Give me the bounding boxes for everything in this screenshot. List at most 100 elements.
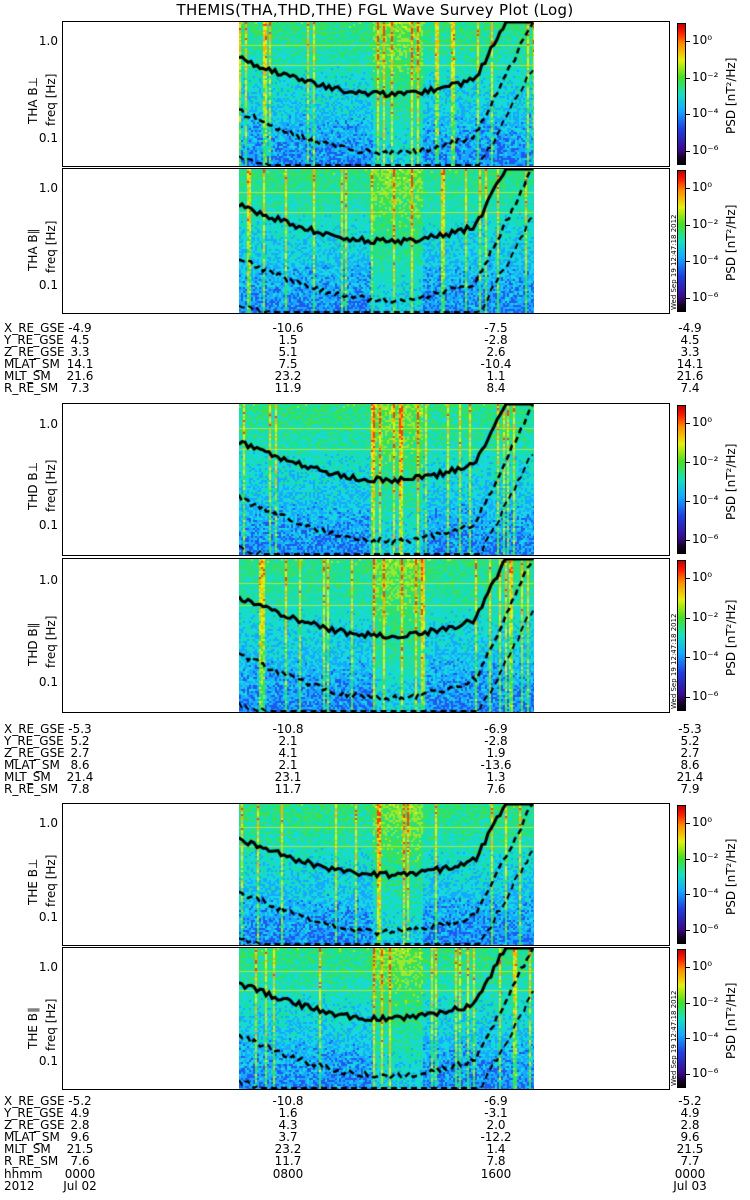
colorbar-tick-label: 10⁻⁶ bbox=[692, 689, 719, 703]
ytick-label: 0.1 bbox=[38, 278, 58, 292]
colorbar-tick bbox=[686, 657, 690, 659]
ephemeris-value: -2.8 bbox=[484, 333, 508, 347]
colorbar-tick-label: 10⁻² bbox=[692, 454, 719, 468]
ephemeris-column: -10.8 1.6 4.3 3.7 23.2 11.7 bbox=[248, 1095, 328, 1167]
ephemeris-value: 2.1 bbox=[278, 758, 298, 772]
ephemeris-value: 11.7 bbox=[274, 1154, 302, 1168]
ephemeris-column: -5.2 4.9 2.8 9.6 21.5 7.6 bbox=[40, 1095, 120, 1167]
ephemeris-name: R_RE_SM bbox=[4, 381, 59, 395]
colorbar-tick bbox=[686, 462, 690, 463]
ephemeris-value: 9.6 bbox=[70, 1130, 90, 1144]
ephemeris-value: 23.1 bbox=[274, 770, 302, 784]
colorbar-tick-label: 10⁻⁶ bbox=[692, 143, 719, 157]
ytick-label: 1.0 bbox=[38, 816, 58, 830]
ephemeris-name: MLAT_SM bbox=[4, 1130, 60, 1144]
colorbar-tick-label: 10⁰ bbox=[692, 815, 713, 829]
colorbar-tick bbox=[686, 188, 690, 189]
ephemeris-name: MLAT_SM bbox=[4, 357, 60, 371]
ephemeris-value: 7.8 bbox=[486, 1154, 506, 1168]
time-tick-label: Jul 02 bbox=[63, 1179, 97, 1193]
ephemeris-value: 4.9 bbox=[680, 1106, 700, 1120]
ephemeris-value: -13.6 bbox=[480, 758, 512, 772]
ephemeris-value: -10.8 bbox=[272, 1094, 304, 1108]
ephemeris-value: -2.8 bbox=[484, 734, 508, 748]
freq-axis-label: freq [Hz] bbox=[44, 615, 58, 668]
colorbar-tick bbox=[686, 224, 690, 226]
colorbar-title: PSD [nT²/Hz] bbox=[724, 204, 738, 281]
ephemeris-value: 11.9 bbox=[274, 381, 302, 395]
colorbar-tick-label: 10⁰ bbox=[692, 415, 713, 429]
colorbar-tick-label: 10⁰ bbox=[692, 33, 713, 47]
ephemeris-value: -6.9 bbox=[484, 1094, 508, 1108]
ephemeris-column: -10.6 1.5 5.1 7.5 23.2 11.9 bbox=[248, 322, 328, 394]
ephemeris-value: 4.9 bbox=[70, 1106, 90, 1120]
ephemeris-name: R_RE_SM bbox=[4, 782, 59, 796]
time-tick-label: 0000 bbox=[674, 1167, 706, 1181]
ephemeris-value: 21.6 bbox=[676, 369, 704, 383]
ephemeris-value: 7.8 bbox=[70, 782, 90, 796]
colorbar-tick-label: 10⁻⁶ bbox=[692, 532, 719, 546]
ephemeris-value: 1.3 bbox=[486, 770, 506, 784]
ephemeris-value: 7.5 bbox=[278, 357, 298, 371]
colorbar-tick-label: 10⁰ bbox=[692, 570, 713, 584]
ephemeris-name: MLT_SM bbox=[4, 770, 51, 784]
ephemeris-value: 1.5 bbox=[278, 333, 298, 347]
spectrogram-image bbox=[239, 169, 534, 313]
ytick-label: 0.1 bbox=[38, 518, 58, 532]
colorbar bbox=[677, 170, 686, 312]
colorbar-tick-label: 10⁻² bbox=[692, 850, 719, 865]
ephemeris-value: 1.1 bbox=[486, 369, 506, 383]
colorbar-tick-label: 10⁻⁶ bbox=[692, 922, 719, 936]
colorbar bbox=[677, 805, 686, 944]
colorbar-tick-label: 10⁻⁶ bbox=[692, 1066, 719, 1080]
ephemeris-value: 14.1 bbox=[676, 357, 704, 371]
colorbar-tick bbox=[686, 697, 690, 698]
ephemeris-name: Z_RE_GSE bbox=[4, 1118, 65, 1132]
spectrogram-panel bbox=[62, 803, 670, 946]
ephemeris-value: 3.3 bbox=[70, 345, 90, 359]
freq-axis-label: freq [Hz] bbox=[44, 998, 58, 1051]
ephemeris-value: 2.1 bbox=[278, 734, 298, 748]
ephemeris-value: 7.3 bbox=[70, 381, 90, 395]
time-tick-label: Jul 03 bbox=[673, 1179, 707, 1193]
ephemeris-column: -4.9 4.5 3.3 14.1 21.6 7.4 bbox=[650, 322, 730, 394]
colorbar-tick-label: 10⁻⁴ bbox=[692, 886, 719, 901]
ephemeris-value: -10.4 bbox=[480, 357, 512, 371]
ytick-label: 1.0 bbox=[38, 181, 58, 195]
time-tick-label: 0800 bbox=[272, 1167, 304, 1181]
ephemeris-name: X_RE_GSE bbox=[4, 722, 65, 736]
ephemeris-value: 2.8 bbox=[680, 1118, 700, 1132]
panel-ylabel: THD B⊥ bbox=[26, 461, 40, 510]
spectrogram-panel bbox=[62, 403, 670, 556]
ytick-label: 1.0 bbox=[38, 573, 58, 587]
ytick-label: 0.1 bbox=[38, 910, 58, 924]
spectrogram-panel bbox=[62, 947, 670, 1090]
colorbar-tick bbox=[686, 617, 690, 619]
colorbar-tick bbox=[686, 1038, 690, 1040]
ephemeris-value: 21.4 bbox=[66, 770, 94, 784]
colorbar-tick bbox=[686, 540, 690, 541]
ephemeris-value: 21.5 bbox=[66, 1142, 94, 1156]
ephemeris-name: MLT_SM bbox=[4, 369, 51, 383]
ephemeris-value: 7.9 bbox=[680, 782, 700, 796]
ephemeris-value: -7.5 bbox=[484, 321, 508, 335]
colorbar-tick bbox=[686, 41, 690, 42]
ephemeris-value: 4.5 bbox=[70, 333, 90, 347]
ephemeris-value: 11.7 bbox=[274, 782, 302, 796]
ytick-label: 0.1 bbox=[38, 675, 58, 689]
ephemeris-labels: X_RE_GSE Y_RE_GSE Z_RE_GSE MLAT_SM MLT_SM R_R… bbox=[4, 322, 65, 394]
colorbar bbox=[677, 560, 686, 711]
ephemeris-value: 7.4 bbox=[680, 381, 700, 395]
colorbar-tick-label: 10⁻⁴ bbox=[692, 1030, 719, 1045]
ephemeris-value: 1.9 bbox=[486, 746, 506, 760]
freq-axis-label: freq [Hz] bbox=[44, 459, 58, 512]
colorbar-tick-label: 10⁻⁴ bbox=[692, 649, 719, 664]
ephemeris-value: 1.4 bbox=[486, 1142, 506, 1156]
ephemeris-value: 5.1 bbox=[278, 345, 298, 359]
ephemeris-name: R_RE_SM bbox=[4, 1154, 59, 1168]
colorbar-tick bbox=[686, 1002, 690, 1004]
ephemeris-value: 7.6 bbox=[486, 782, 506, 796]
ephemeris-column: -6.9 -3.1 2.0 -12.2 1.4 7.8 bbox=[456, 1095, 536, 1167]
ephemeris-name: Z_RE_GSE bbox=[4, 746, 65, 760]
